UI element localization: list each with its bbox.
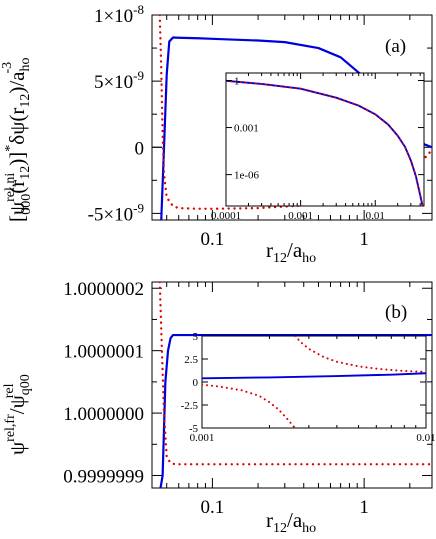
panel-a: (a) 0.1 1 1×10-8 5×10-9 0 -5×10-9 r12/aho [ψr… [0,2,433,266]
panel-a-ylabel-group: [ψrel,ni000(r12)]*δψ(r12)/aho-3 [0,58,34,222]
panel-b-inset-series-dotted-line-1 [293,336,426,373]
panel-b-ytick-label-2: 1.0000000 [63,404,144,425]
panel-b-ytick-label-3: 0.9999999 [63,467,144,488]
panel-b-xtick-label-1: 1 [359,497,369,518]
panel-b-inset-ytick-label-2: 0 [193,377,199,389]
panel-a-ytick-label-2: 0 [135,138,145,159]
panel-b-inset-ytick-label-0: 5 [193,331,199,343]
panel-a-inset-series-group [226,79,424,206]
panel-a-ytick-label-3: -5×10-9 [88,200,144,225]
panel-a-xlabel: r12/aho [266,238,316,266]
panel-b-inset-series-solid-line-0 [202,372,426,380]
panel-b-inset-series-dotted-line-2 [202,383,296,428]
panel-b-series-solid-line-0 [159,333,432,488]
panel-a-inset-xtick-label-1: 0.001 [288,210,313,222]
panel-b-inset-ytick-label-4: -5 [189,423,199,435]
panel-b-xlabel: r12/aho [266,508,316,536]
panel-a-label: (a) [385,36,406,57]
panel-b-inset-ytick-label-3: -2.5 [181,400,199,412]
panel-b-inset-xtick-label-1: 0.01 [416,432,435,444]
panel-a-ytick-label-1: 5×10-9 [94,68,144,93]
panel-a-xtick-label-0: 0.1 [201,229,225,250]
panel-b-ylabel-group: ψrel,fr/ψq00rel [2,374,33,455]
panel-b-ylabel: ψrel,fr/ψq00rel [2,374,33,455]
panel-b-inset-ytick-label-1: 2.5 [184,354,198,366]
panel-b-series-group [158,282,432,488]
panel-b-ytick-label-0: 1.0000002 [63,279,144,300]
panel-b-inset-frame [201,335,427,429]
panel-a-frame [151,14,433,221]
panel-a-ytick-label-0: 1×10-8 [94,2,144,27]
panel-b-inset-series-group [202,336,426,428]
panel-a-inset-ytick-label-1: 0.001 [234,123,259,135]
panel-a-inset-frame [225,72,425,207]
panel-b-series-dotted-line-1 [158,282,432,466]
panel-b-xtick-label-0: 0.1 [201,497,225,518]
panel-b-ytick-label-1: 1.0000001 [63,342,144,363]
panel-a-inset-ytick-label-2: 1e-06 [234,170,260,182]
panel-a-inset-xtick-label-2: 0.01 [366,210,385,222]
panel-a-inset-xtick-label-0: 0.0001 [211,210,241,222]
panel-b-label: (b) [385,302,407,323]
panel-b: (b) 0.1 1 1.0000002 1.0000001 1.0000000 0.999… [2,279,436,536]
panel-a-xtick-label-1: 1 [359,229,369,250]
panel-a-inset-ytick-label-0: 1 [234,75,240,87]
panel-b-frame [151,281,433,489]
panel-a-inset-series-dotted-line-1 [226,79,424,206]
panel-a-ylabel: [ψrel,ni000(r12)]*δψ(r12)/aho-3 [0,58,34,222]
panel-b-main-series [158,282,432,488]
panel-b-inset-xtick-label-0: 0.001 [190,432,215,444]
